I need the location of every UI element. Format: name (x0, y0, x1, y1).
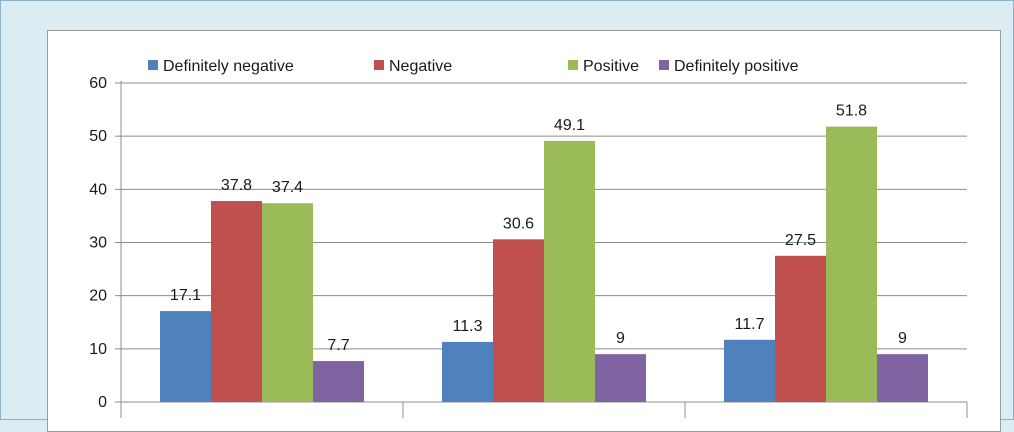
data-label: 9 (898, 330, 907, 347)
y-tick-label: 10 (89, 341, 107, 358)
legend-label: Definitely positive (674, 58, 799, 75)
legend-swatch (374, 60, 384, 70)
bar-positive (262, 203, 313, 402)
data-label: 9 (616, 330, 625, 347)
bar-definitely-positive (313, 361, 364, 402)
y-tick-label: 40 (89, 181, 107, 198)
bar-positive (826, 126, 877, 402)
y-tick-label: 60 (89, 75, 107, 92)
data-label: 17.1 (170, 287, 201, 304)
data-label: 11.3 (453, 318, 483, 335)
bar-definitely-positive (877, 354, 928, 402)
bar-definitely-positive (595, 354, 646, 402)
data-label: 11.7 (735, 316, 765, 333)
data-label: 30.6 (503, 215, 534, 232)
bar-chart: 0 10 20 30 40 50 60 17.1 11.3 11.7 37.8 30.6 27.5 37.… (89, 58, 968, 418)
legend-label: Definitely negative (163, 58, 294, 75)
bar-definitely-negative (724, 339, 775, 402)
bar-negative (211, 201, 262, 402)
y-tick-label: 30 (89, 235, 107, 252)
bar-negative (493, 239, 544, 402)
data-label: 51.8 (836, 103, 867, 120)
data-label: 37.4 (272, 179, 303, 196)
y-tick-label: 20 (89, 288, 107, 305)
legend-swatch (568, 60, 578, 70)
bar-definitely-negative (442, 341, 493, 402)
data-label: 37.8 (221, 177, 252, 194)
legend-label: Positive (583, 58, 639, 75)
y-tick-label: 0 (98, 394, 107, 411)
bar-negative (775, 255, 826, 402)
bar-positive (544, 140, 595, 402)
legend-swatch (659, 60, 669, 70)
legend-swatch (148, 60, 158, 70)
data-label: 7.7 (327, 337, 349, 354)
bar-definitely-negative (160, 311, 211, 402)
y-tick-label: 50 (89, 128, 107, 145)
legend-label: Negative (389, 58, 452, 75)
data-label: 27.5 (785, 232, 816, 249)
data-label: 49.1 (554, 117, 585, 134)
